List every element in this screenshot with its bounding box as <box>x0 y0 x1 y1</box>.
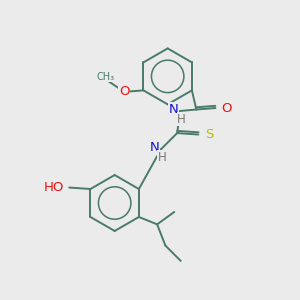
Text: N: N <box>150 141 160 154</box>
Text: H: H <box>177 113 186 126</box>
Text: H: H <box>158 151 167 164</box>
Text: S: S <box>205 128 213 141</box>
Text: CH₃: CH₃ <box>96 71 114 82</box>
Text: O: O <box>221 101 232 115</box>
Text: N: N <box>169 103 178 116</box>
Text: O: O <box>119 85 130 98</box>
Text: HO: HO <box>44 181 64 194</box>
